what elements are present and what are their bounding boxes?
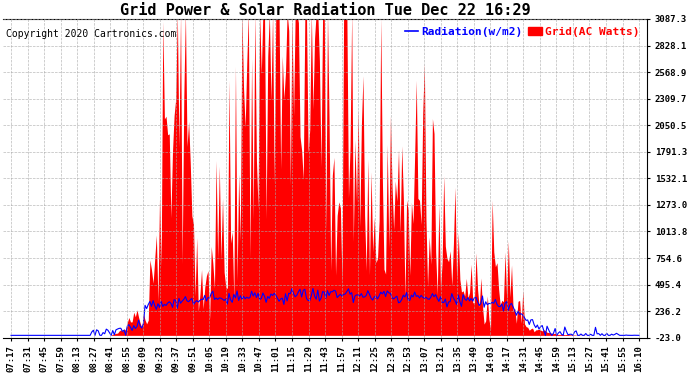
Legend: Radiation(w/m2), Grid(AC Watts): Radiation(w/m2), Grid(AC Watts) bbox=[403, 24, 642, 39]
Title: Grid Power & Solar Radiation Tue Dec 22 16:29: Grid Power & Solar Radiation Tue Dec 22 … bbox=[120, 3, 531, 18]
Text: Copyright 2020 Cartronics.com: Copyright 2020 Cartronics.com bbox=[6, 28, 177, 39]
